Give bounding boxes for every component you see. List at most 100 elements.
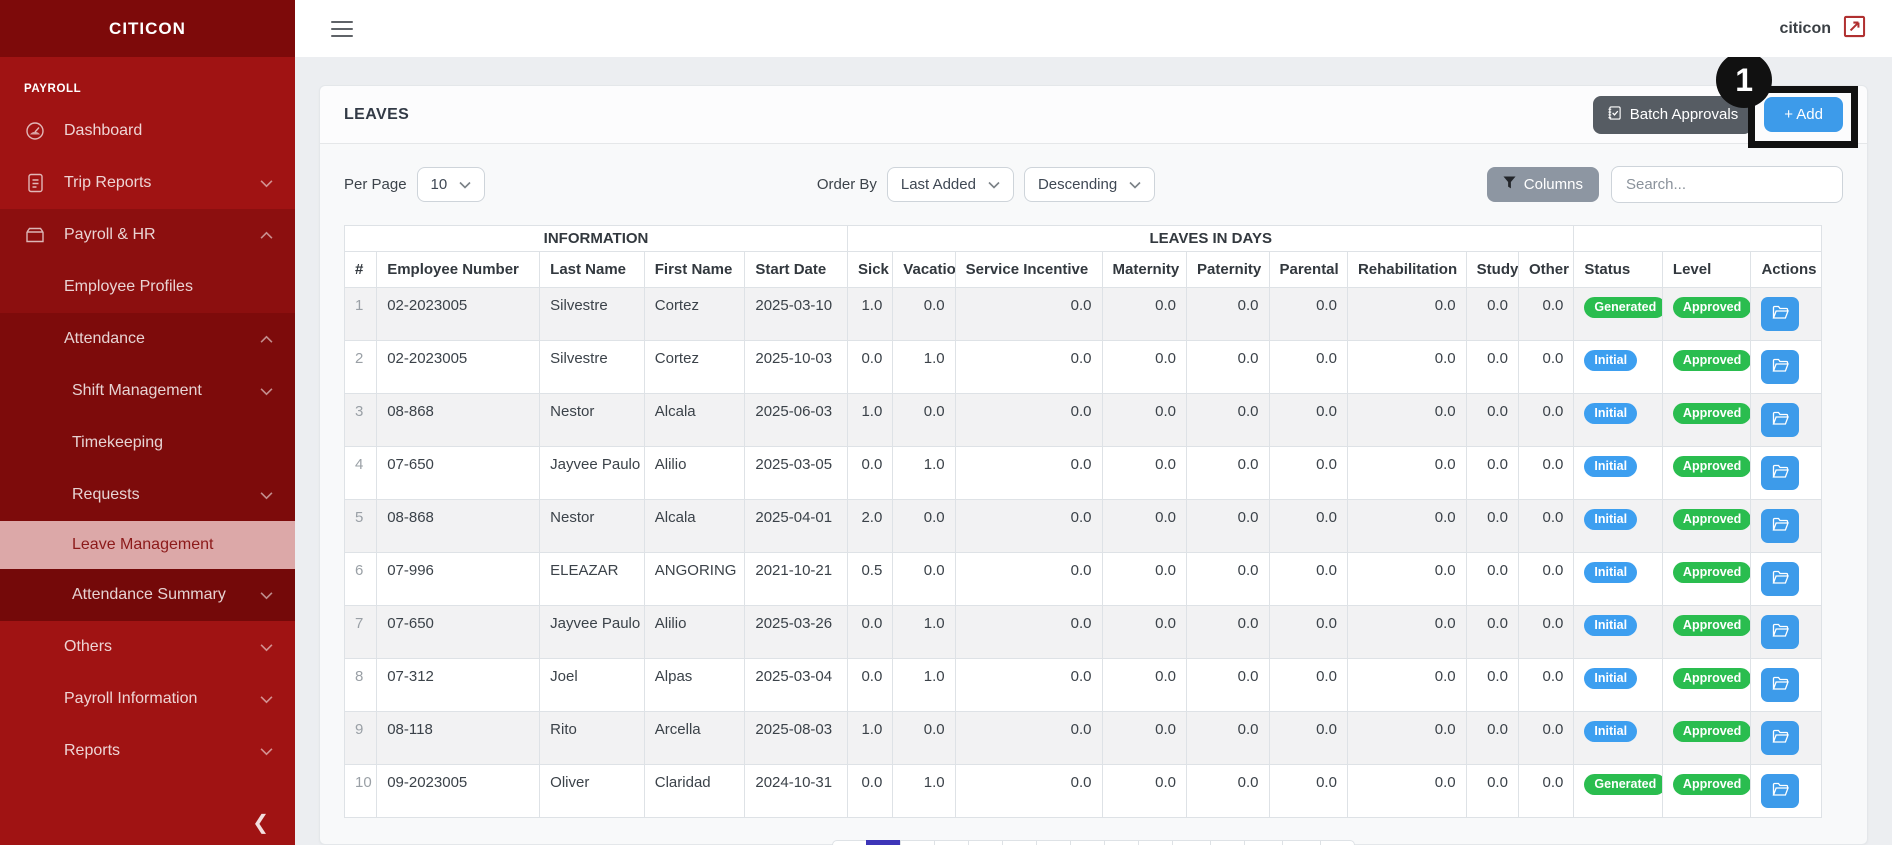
pagination-page-9[interactable]: 9 — [1137, 840, 1173, 845]
cell-last-name: Nestor — [539, 499, 645, 553]
speedometer-icon — [24, 121, 46, 141]
content: LEAVES Batch Approvals — [295, 57, 1892, 845]
pagination-page-6[interactable]: 6 — [1035, 840, 1071, 845]
sidebar-item-label: Trip Reports — [64, 174, 152, 191]
sidebar-item-attendance-summary[interactable]: Attendance Summary — [0, 569, 295, 621]
cell-parental: 0.0 — [1268, 658, 1348, 712]
open-record-button[interactable] — [1761, 615, 1800, 649]
pagination-page-4[interactable]: 4 — [967, 840, 1003, 845]
cell-paternity: 0.0 — [1186, 446, 1270, 500]
cell-first-name: Cortez — [643, 340, 746, 394]
sidebar-collapse-button[interactable]: ❮ — [0, 799, 295, 845]
topbar-user[interactable]: citicon — [1779, 13, 1868, 45]
sidebar-item-employee-profiles[interactable]: Employee Profiles — [0, 261, 295, 313]
cell-study: 0.0 — [1465, 287, 1519, 341]
open-record-button[interactable] — [1761, 774, 1800, 808]
external-link-icon[interactable] — [1841, 13, 1868, 45]
pagination-next[interactable]: › — [1320, 840, 1356, 845]
pagination-ellipsis: ... — [1209, 840, 1245, 845]
sidebar-item-reports[interactable]: Reports — [0, 725, 295, 777]
sidebar-item-leave-management[interactable]: Leave Management — [0, 521, 295, 569]
cell-employee-number: 08-868 — [376, 393, 541, 447]
cell-employee-number: 07-312 — [376, 658, 541, 712]
sidebar-item-dashboard[interactable]: Dashboard — [0, 105, 295, 157]
open-folder-icon — [1772, 623, 1789, 641]
cell-level: Approved — [1661, 658, 1752, 712]
pagination-page-1[interactable]: 1 — [865, 840, 901, 845]
sidebar-item-timekeeping[interactable]: Timekeeping — [0, 417, 295, 469]
cell-service-incentive: 0.0 — [954, 658, 1103, 712]
sidebar-item-label: Attendance Summary — [72, 586, 226, 603]
cell-other: 0.0 — [1517, 499, 1575, 553]
column-header: Study — [1465, 251, 1519, 288]
column-header: Start Date — [744, 251, 849, 288]
pagination-page-5[interactable]: 5 — [1001, 840, 1037, 845]
sidebar-item-shift-management[interactable]: Shift Management — [0, 365, 295, 417]
cell-sick: 0.0 — [847, 340, 894, 394]
open-folder-icon — [1772, 464, 1789, 482]
column-header: Maternity — [1101, 251, 1188, 288]
cell-first-name: Alilio — [643, 605, 746, 659]
table-group-header: INFORMATION — [343, 225, 849, 252]
cell-employee-number: 08-868 — [376, 499, 541, 553]
pagination-page-10[interactable]: 10 — [1171, 840, 1211, 845]
cell-service-incentive: 0.0 — [954, 605, 1103, 659]
columns-button[interactable]: Columns — [1486, 167, 1599, 202]
table-column-header-row: # Employee Number Last Name First Name Start… — [343, 251, 1822, 288]
cell-vacation: 0.0 — [892, 499, 956, 553]
search-input[interactable] — [1610, 166, 1843, 203]
open-record-button[interactable] — [1761, 509, 1800, 543]
open-record-button[interactable] — [1761, 668, 1800, 702]
pagination-page-3[interactable]: 3 — [933, 840, 969, 845]
sidebar-item-attendance[interactable]: Attendance — [0, 313, 295, 365]
sidebar-item-others[interactable]: Others — [0, 621, 295, 673]
add-button[interactable]: + Add — [1764, 97, 1843, 132]
cell-actions — [1750, 393, 1822, 447]
chevron-up-icon — [260, 231, 273, 240]
cell-maternity: 0.0 — [1101, 393, 1188, 447]
status-badge: Initial — [1584, 456, 1638, 477]
open-record-button[interactable] — [1761, 350, 1800, 384]
sidebar-item-payroll-information[interactable]: Payroll Information — [0, 673, 295, 725]
pagination: ‹12345678910...1617› — [831, 840, 1356, 845]
table-wrapper: INFORMATION LEAVES IN DAYS # Employee Numb… — [320, 207, 1867, 818]
pagination-prev[interactable]: ‹ — [831, 840, 867, 845]
cell-service-incentive: 0.0 — [954, 552, 1103, 606]
open-record-button[interactable] — [1761, 721, 1800, 755]
pagination-page-8[interactable]: 8 — [1103, 840, 1139, 845]
column-header: Actions — [1750, 251, 1822, 288]
sidebar-item-requests[interactable]: Requests — [0, 469, 295, 521]
order-by-field-select[interactable]: Last Added — [886, 167, 1014, 202]
open-record-button[interactable] — [1761, 456, 1800, 490]
open-record-button[interactable] — [1761, 562, 1800, 596]
cell-employee-number: 09-2023005 — [376, 764, 541, 818]
sidebar-item-label: Reports — [64, 742, 121, 759]
batch-approvals-button[interactable]: Batch Approvals — [1592, 95, 1753, 134]
column-header: Paternity — [1186, 251, 1270, 288]
open-record-button[interactable] — [1761, 403, 1800, 437]
cell-study: 0.0 — [1465, 499, 1519, 553]
cell-rehabilitation: 0.0 — [1346, 446, 1467, 500]
pagination-page-7[interactable]: 7 — [1069, 840, 1105, 845]
cell-rehabilitation: 0.0 — [1346, 287, 1467, 341]
sidebar-item-trip-reports[interactable]: Trip Reports — [0, 157, 295, 209]
pagination-page-16[interactable]: 16 — [1243, 840, 1284, 845]
per-page-select[interactable]: 10 — [416, 167, 486, 202]
table-body: 1 02-2023005 Silvestre Cortez 2025-03-10 1.0 0… — [343, 287, 1822, 818]
cell-first-name: Alilio — [643, 446, 746, 500]
table-row: 6 07-996 ELEAZAR ANGORING 2021-10-21 0.5 0.0 0.… — [343, 552, 1822, 606]
pagination-page-17[interactable]: 17 — [1282, 840, 1322, 845]
status-badge: Initial — [1584, 509, 1638, 530]
sidebar-item-label: Payroll & HR — [64, 226, 156, 243]
open-record-button[interactable] — [1761, 297, 1800, 331]
order-by-direction-select[interactable]: Descending — [1023, 167, 1156, 202]
page-title: LEAVES — [344, 105, 410, 123]
cell-study: 0.0 — [1465, 764, 1519, 818]
menu-icon[interactable] — [331, 20, 353, 37]
sidebar-item-payroll-hr[interactable]: Payroll & HR — [0, 209, 295, 261]
column-header: # — [343, 251, 378, 288]
cell-other: 0.0 — [1517, 446, 1575, 500]
table-row: 9 08-118 Rito Arcella 2025-08-03 1.0 0.0 0.0 0.0… — [343, 711, 1822, 765]
pagination-page-2[interactable]: 2 — [899, 840, 935, 845]
cell-num: 8 — [343, 658, 378, 712]
